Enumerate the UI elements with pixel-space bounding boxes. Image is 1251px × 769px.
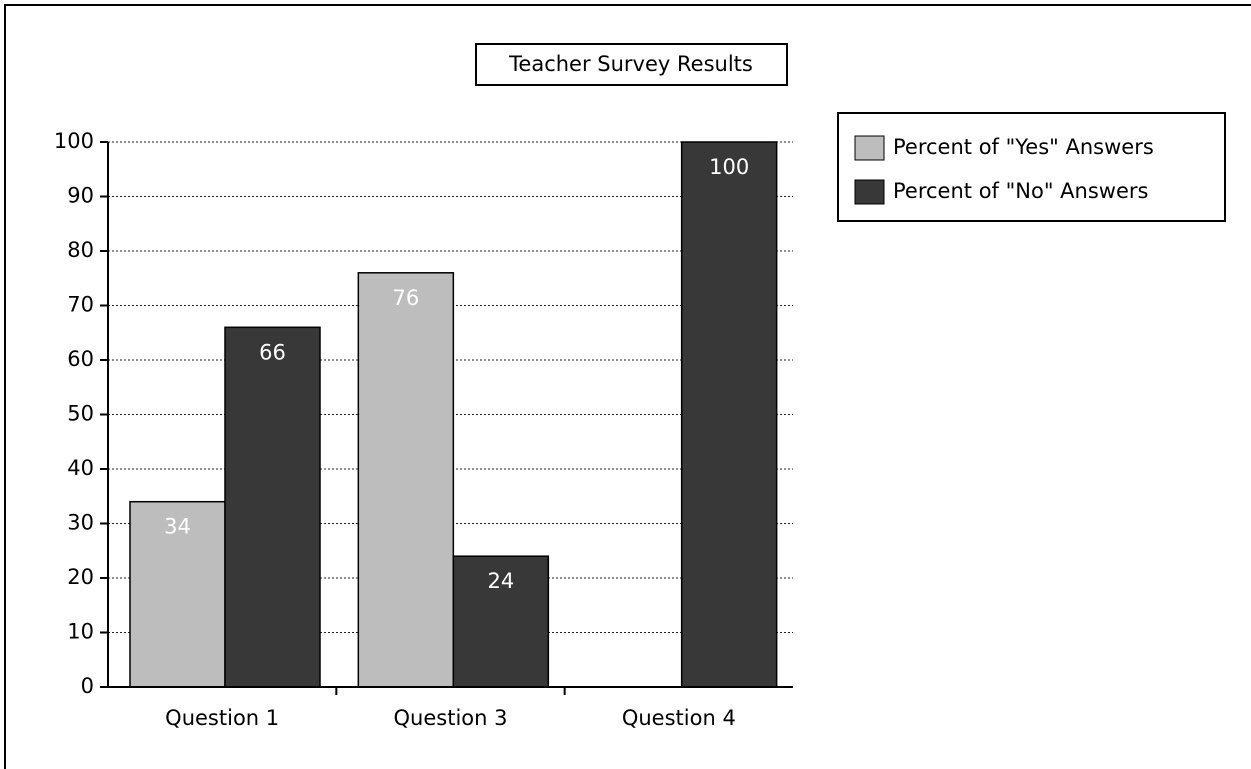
y-tick-label: 0	[81, 674, 94, 698]
y-tick-label: 80	[67, 238, 94, 262]
bar	[680, 141, 778, 688]
x-tick-label: Question 1	[165, 706, 279, 730]
data-label: 24	[487, 569, 514, 593]
legend-swatch	[854, 135, 885, 161]
y-tick-label: 30	[67, 511, 94, 535]
bar	[224, 326, 321, 688]
legend-box	[837, 112, 1226, 222]
y-tick-label: 70	[67, 293, 94, 317]
bar	[452, 555, 550, 688]
y-tick-label: 10	[67, 620, 94, 644]
data-label: 66	[259, 340, 286, 364]
legend-label: Percent of "Yes" Answers	[893, 135, 1154, 159]
data-label: 34	[164, 515, 191, 539]
chart-title: Teacher Survey Results	[508, 52, 753, 76]
bar	[129, 500, 226, 688]
y-tick-label: 90	[67, 184, 94, 208]
y-tick-label: 20	[67, 565, 94, 589]
legend-label: Percent of "No" Answers	[893, 179, 1148, 203]
y-tick-label: 60	[67, 347, 94, 371]
x-tick-label: Question 3	[394, 706, 508, 730]
bar	[357, 272, 455, 688]
y-tick-label: 100	[54, 129, 94, 153]
x-tick-label: Question 4	[622, 706, 736, 730]
y-tick-label: 50	[67, 402, 94, 426]
data-label: 76	[392, 286, 419, 310]
y-tick-label: 40	[67, 456, 94, 480]
title-box	[475, 43, 788, 86]
data-label: 100	[709, 155, 749, 179]
legend-swatch	[854, 179, 885, 205]
